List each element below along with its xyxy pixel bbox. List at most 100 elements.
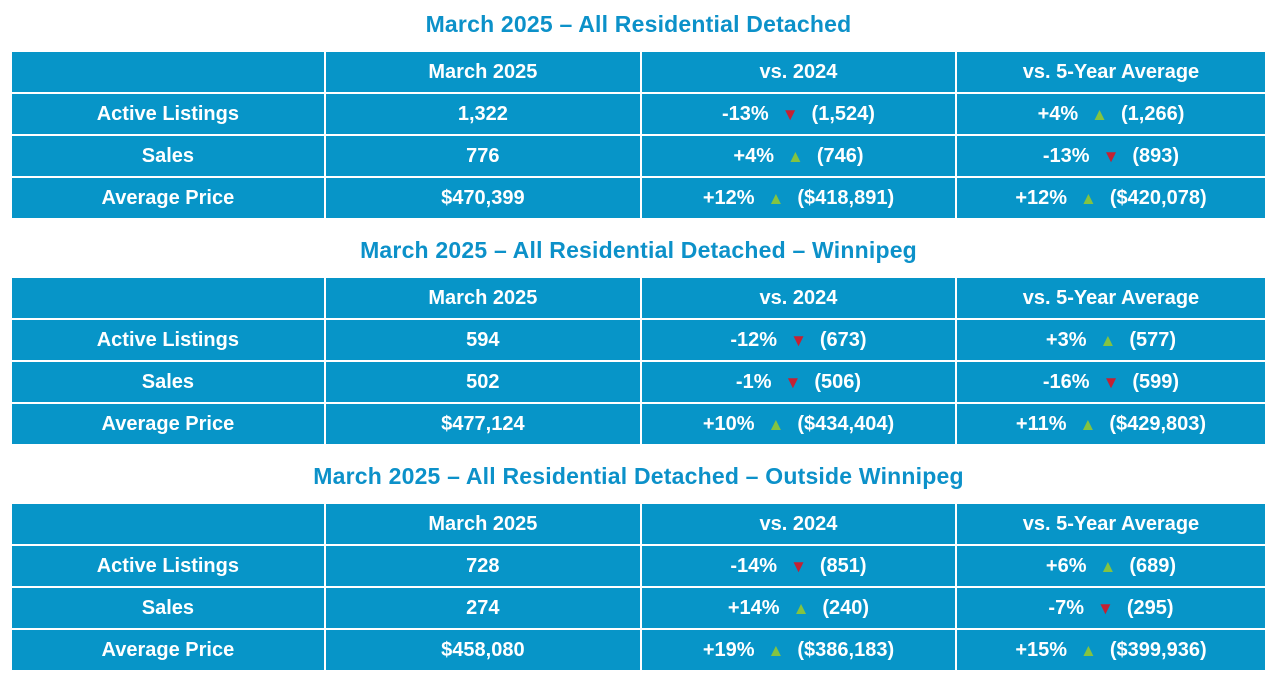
column-header-march-2025: March 2025 — [325, 278, 640, 318]
vs-2024-cell: +10% ($434,404) — [641, 404, 955, 444]
table-row-average-price: Average Price $458,080 +19% ($386,183) +… — [12, 630, 1265, 670]
prior-value: ($399,936) — [1109, 638, 1207, 661]
prior-value: ($434,404) — [797, 412, 895, 435]
change-percent: +15% — [1015, 638, 1068, 661]
vs-2024-cell: -13% (1,524) — [641, 94, 955, 134]
current-value: 502 — [325, 362, 640, 402]
vs-5-year-cell: +6% (689) — [956, 546, 1265, 586]
change-percent: +4% — [1037, 102, 1079, 125]
section-title: March 2025 – All Residential Detached – … — [360, 237, 917, 263]
trend-arrow-icon — [768, 640, 785, 660]
change-percent: +12% — [1015, 186, 1068, 209]
column-header-vs-2024: vs. 2024 — [641, 504, 955, 544]
stats-table: March 2025 vs. 2024 vs. 5-Year Average A… — [10, 276, 1267, 446]
column-header-metric — [12, 504, 324, 544]
column-header-march-2025: March 2025 — [325, 504, 640, 544]
change-percent: +6% — [1045, 554, 1087, 577]
vs-5-year-cell: +12% ($420,078) — [956, 178, 1265, 218]
table-row-sales: Sales 776 +4% (746) -13% (893) — [12, 136, 1265, 176]
trend-arrow-icon — [1080, 188, 1097, 208]
current-value: 728 — [325, 546, 640, 586]
vs-5-year-cell: +4% (1,266) — [956, 94, 1265, 134]
prior-value: (577) — [1129, 328, 1177, 351]
trend-arrow-icon — [1103, 372, 1120, 392]
table-row-sales: Sales 502 -1% (506) -16% (599) — [12, 362, 1265, 402]
trend-arrow-icon — [1100, 330, 1117, 350]
vs-2024-cell: +12% ($418,891) — [641, 178, 955, 218]
section-title: March 2025 – All Residential Detached — [425, 11, 852, 37]
table-row-average-price: Average Price $470,399 +12% ($418,891) +… — [12, 178, 1265, 218]
vs-2024-cell: -1% (506) — [641, 362, 955, 402]
vs-5-year-cell: +11% ($429,803) — [956, 404, 1265, 444]
current-value: 776 — [325, 136, 640, 176]
trend-arrow-icon — [1100, 556, 1117, 576]
column-header-vs-2024: vs. 2024 — [641, 278, 955, 318]
column-header-vs-5-year: vs. 5-Year Average — [956, 278, 1265, 318]
prior-value: (673) — [819, 328, 867, 351]
vs-2024-cell: +4% (746) — [641, 136, 955, 176]
table-row-average-price: Average Price $477,124 +10% ($434,404) +… — [12, 404, 1265, 444]
change-percent: +4% — [733, 144, 774, 167]
table-header-row: March 2025 vs. 2024 vs. 5-Year Average — [12, 278, 1265, 318]
current-value: $458,080 — [325, 630, 640, 670]
prior-value: (893) — [1132, 144, 1180, 167]
vs-5-year-cell: -16% (599) — [956, 362, 1265, 402]
section-outside-winnipeg: March 2025 – All Residential Detached – … — [10, 460, 1267, 672]
change-percent: +12% — [702, 186, 755, 209]
table-header-row: March 2025 vs. 2024 vs. 5-Year Average — [12, 52, 1265, 92]
vs-2024-cell: +14% (240) — [641, 588, 955, 628]
vs-5-year-cell: -7% (295) — [956, 588, 1265, 628]
current-value: $477,124 — [325, 404, 640, 444]
table-row-active-listings: Active Listings 594 -12% (673) +3% — [12, 320, 1265, 360]
vs-5-year-cell: -13% (893) — [956, 136, 1265, 176]
metric-label: Sales — [12, 588, 324, 628]
metric-label: Average Price — [12, 178, 324, 218]
column-header-march-2025: March 2025 — [325, 52, 640, 92]
trend-arrow-icon — [793, 598, 810, 618]
section-all-residential-detached: March 2025 – All Residential Detached Ma… — [10, 8, 1267, 220]
trend-arrow-icon — [768, 414, 785, 434]
column-header-vs-2024: vs. 2024 — [641, 52, 955, 92]
current-value: $470,399 — [325, 178, 640, 218]
column-header-vs-5-year: vs. 5-Year Average — [956, 52, 1265, 92]
change-percent: -1% — [735, 370, 772, 393]
table-row-sales: Sales 274 +14% (240) -7% (295) — [12, 588, 1265, 628]
trend-arrow-icon — [1103, 146, 1120, 166]
change-percent: +14% — [727, 596, 780, 619]
prior-value: ($386,183) — [797, 638, 895, 661]
vs-2024-cell: -14% (851) — [641, 546, 955, 586]
change-percent: +19% — [702, 638, 755, 661]
vs-5-year-cell: +3% (577) — [956, 320, 1265, 360]
prior-value: (295) — [1126, 596, 1174, 619]
prior-value: (851) — [819, 554, 867, 577]
change-percent: -14% — [730, 554, 778, 577]
trend-arrow-icon — [1091, 104, 1108, 124]
table-row-active-listings: Active Listings 1,322 -13% (1,524) +4% — [12, 94, 1265, 134]
column-header-vs-5-year: vs. 5-Year Average — [956, 504, 1265, 544]
trend-arrow-icon — [785, 372, 802, 392]
metric-label: Active Listings — [12, 546, 324, 586]
change-percent: +3% — [1045, 328, 1087, 351]
metric-label: Active Listings — [12, 320, 324, 360]
stats-table: March 2025 vs. 2024 vs. 5-Year Average A… — [10, 50, 1267, 220]
column-header-metric — [12, 52, 324, 92]
change-percent: +10% — [702, 412, 755, 435]
metric-label: Sales — [12, 362, 324, 402]
prior-value: ($420,078) — [1109, 186, 1207, 209]
vs-2024-cell: -12% (673) — [641, 320, 955, 360]
table-header-row: March 2025 vs. 2024 vs. 5-Year Average — [12, 504, 1265, 544]
trend-arrow-icon — [768, 188, 785, 208]
table-row-active-listings: Active Listings 728 -14% (851) +6% — [12, 546, 1265, 586]
change-percent: -13% — [1042, 144, 1090, 167]
trend-arrow-icon — [1097, 598, 1114, 618]
trend-arrow-icon — [787, 146, 804, 166]
change-percent: -16% — [1042, 370, 1090, 393]
trend-arrow-icon — [790, 556, 807, 576]
prior-value: (599) — [1132, 370, 1180, 393]
metric-label: Active Listings — [12, 94, 324, 134]
prior-value: (1,266) — [1121, 102, 1185, 125]
metric-label: Average Price — [12, 404, 324, 444]
prior-value: ($418,891) — [797, 186, 895, 209]
prior-value: (240) — [822, 596, 870, 619]
column-header-metric — [12, 278, 324, 318]
